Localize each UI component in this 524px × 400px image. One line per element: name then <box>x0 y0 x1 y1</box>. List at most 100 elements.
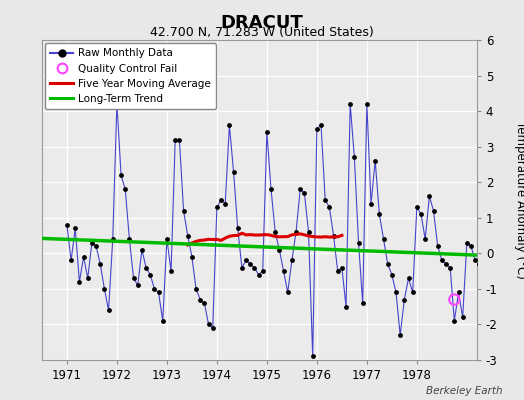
Point <box>100 286 108 292</box>
Point <box>442 261 450 267</box>
Point <box>250 264 258 271</box>
Point <box>196 296 204 303</box>
Point <box>246 261 255 267</box>
Point <box>80 254 88 260</box>
Point <box>217 197 225 203</box>
Point <box>300 190 309 196</box>
Point <box>263 129 271 136</box>
Point <box>175 136 183 143</box>
Point <box>179 208 188 214</box>
Text: Berkeley Earth: Berkeley Earth <box>427 386 503 396</box>
Point <box>454 289 463 296</box>
Point <box>317 122 325 128</box>
Point <box>209 325 217 331</box>
Point <box>88 240 96 246</box>
Point <box>242 257 250 264</box>
Point <box>283 289 292 296</box>
Point <box>92 243 100 250</box>
Point <box>496 268 505 274</box>
Point <box>429 208 438 214</box>
Point <box>188 254 196 260</box>
Point <box>396 332 405 338</box>
Point <box>354 240 363 246</box>
Point <box>234 225 242 232</box>
Point <box>230 168 238 175</box>
Point <box>113 101 121 107</box>
Point <box>63 222 71 228</box>
Point <box>371 158 379 164</box>
Point <box>475 261 484 267</box>
Point <box>108 236 117 242</box>
Text: DRACUT: DRACUT <box>221 14 303 32</box>
Point <box>313 126 321 132</box>
Point <box>71 225 80 232</box>
Point <box>350 154 358 160</box>
Point <box>330 232 338 239</box>
Point <box>155 289 163 296</box>
Point <box>296 186 304 192</box>
Point <box>467 243 475 250</box>
Point <box>342 304 350 310</box>
Point <box>192 286 200 292</box>
Point <box>333 268 342 274</box>
Point <box>417 211 425 218</box>
Point <box>463 240 471 246</box>
Point <box>458 314 467 320</box>
Point <box>279 268 288 274</box>
Point <box>504 275 512 282</box>
Point <box>267 186 275 192</box>
Point <box>104 307 113 314</box>
Point <box>363 101 371 107</box>
Point <box>367 200 375 207</box>
Point <box>479 268 488 274</box>
Point <box>134 282 142 288</box>
Point <box>450 296 458 303</box>
Point <box>271 229 279 235</box>
Point <box>129 275 138 282</box>
Point <box>325 204 334 210</box>
Point <box>150 286 159 292</box>
Point <box>204 321 213 328</box>
Y-axis label: Temperature Anomaly (°C): Temperature Anomaly (°C) <box>515 121 524 279</box>
Point <box>125 236 134 242</box>
Point <box>258 268 267 274</box>
Point <box>83 275 92 282</box>
Point <box>254 272 263 278</box>
Point <box>183 232 192 239</box>
Point <box>288 257 296 264</box>
Point <box>346 101 354 107</box>
Text: 42.700 N, 71.283 W (United States): 42.700 N, 71.283 W (United States) <box>150 26 374 39</box>
Point <box>384 261 392 267</box>
Point <box>379 236 388 242</box>
Point <box>409 289 417 296</box>
Point <box>275 246 283 253</box>
Point <box>167 268 175 274</box>
Point <box>450 318 458 324</box>
Point <box>405 275 413 282</box>
Point <box>225 122 234 128</box>
Point <box>292 229 300 235</box>
Point <box>492 264 500 271</box>
Point <box>67 257 75 264</box>
Point <box>488 257 496 264</box>
Point <box>438 257 446 264</box>
Point <box>375 211 384 218</box>
Point <box>433 243 442 250</box>
Point <box>121 186 129 192</box>
Point <box>304 229 313 235</box>
Point <box>425 193 433 200</box>
Point <box>337 264 346 271</box>
Point <box>146 272 155 278</box>
Point <box>171 136 179 143</box>
Point <box>221 200 230 207</box>
Point <box>446 264 454 271</box>
Point <box>413 204 421 210</box>
Point <box>142 264 150 271</box>
Point <box>321 197 330 203</box>
Point <box>117 172 125 178</box>
Point <box>500 296 508 303</box>
Point <box>388 272 396 278</box>
Point <box>200 300 209 306</box>
Point <box>159 318 167 324</box>
Point <box>213 204 221 210</box>
